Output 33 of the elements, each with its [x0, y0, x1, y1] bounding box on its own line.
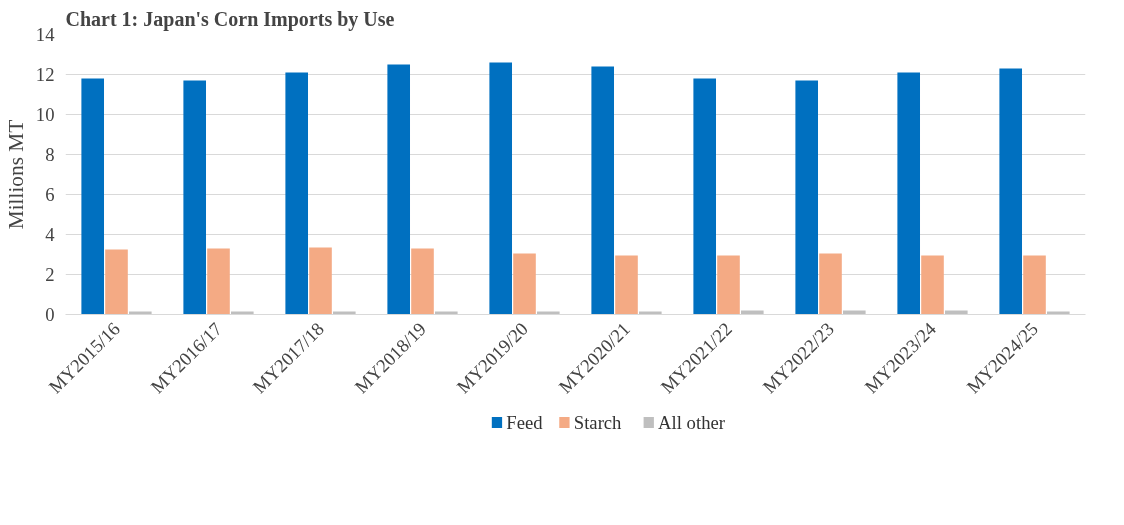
bar	[897, 72, 921, 315]
bar	[285, 72, 309, 315]
chart-title: Chart 1: Japan's Corn Imports by Use	[65, 7, 395, 31]
y-axis-title: Millions MT	[3, 119, 28, 230]
bar	[81, 78, 104, 315]
bar	[693, 78, 717, 315]
legend-label: Starch	[573, 412, 623, 433]
y-tick-label: 4	[45, 224, 56, 245]
bar	[717, 255, 740, 315]
legend-label: All other	[658, 412, 726, 433]
bar	[387, 64, 411, 315]
bar	[183, 80, 207, 315]
y-tick-label: 14	[35, 24, 56, 45]
bar	[105, 249, 128, 315]
bar	[999, 68, 1023, 315]
bar	[795, 80, 819, 315]
bar	[615, 255, 638, 315]
bar	[513, 253, 536, 315]
bar	[1023, 255, 1046, 315]
bar	[411, 248, 434, 315]
bar	[921, 255, 944, 315]
y-tick-label: 6	[45, 184, 55, 205]
y-tick-label: 12	[35, 64, 55, 85]
bar	[309, 247, 332, 315]
y-tick-label: 8	[45, 144, 55, 165]
bar	[819, 253, 842, 315]
y-tick-label: 2	[45, 264, 55, 285]
bar	[591, 66, 615, 315]
y-tick-label: 0	[45, 304, 55, 325]
legend-label: Feed	[506, 412, 544, 433]
y-tick-label: 10	[35, 104, 55, 125]
bar	[489, 62, 513, 315]
bar	[207, 248, 230, 315]
